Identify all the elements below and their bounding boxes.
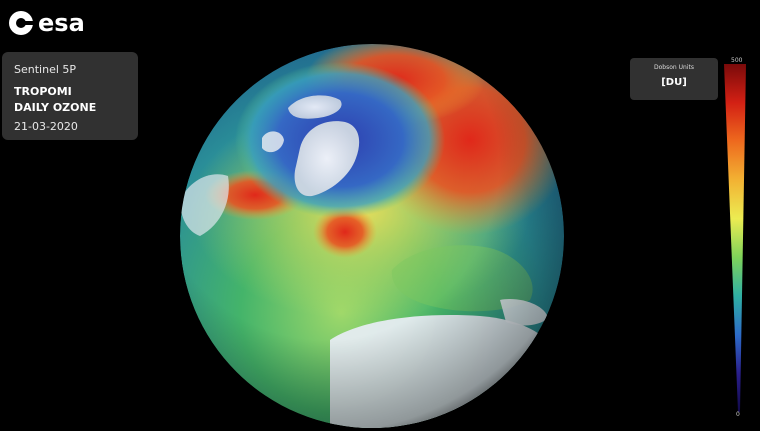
units-title: Dobson Units	[654, 64, 694, 71]
units-abbreviation: [DU]	[661, 77, 687, 88]
units-panel: Dobson Units [DU]	[630, 58, 718, 100]
color-scale-wedge	[724, 64, 746, 412]
esa-logo-icon	[9, 11, 33, 35]
product-name: DAILY OZONE	[14, 101, 97, 114]
instrument-name: TROPOMI	[14, 85, 72, 98]
info-panel: Sentinel 5P TROPOMI DAILY OZONE 21-03-20…	[2, 52, 138, 140]
mission-name: Sentinel 5P	[14, 63, 77, 76]
scale-max-label: 500	[731, 57, 743, 64]
esa-logo-text: esa	[38, 9, 85, 37]
scale-min-label: 0	[736, 411, 740, 418]
observation-date: 21-03-2020	[14, 120, 78, 133]
esa-logo: esa	[8, 10, 85, 36]
